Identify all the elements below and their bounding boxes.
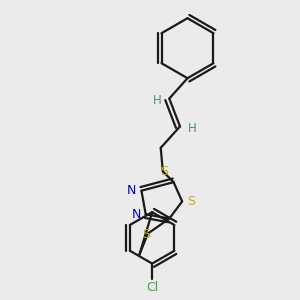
Text: N: N — [127, 184, 136, 197]
Text: N: N — [131, 208, 141, 221]
Text: S: S — [142, 228, 150, 241]
Text: H: H — [153, 94, 162, 107]
Text: S: S — [160, 165, 168, 178]
Text: H: H — [188, 122, 196, 135]
Text: S: S — [187, 195, 195, 208]
Text: Cl: Cl — [146, 280, 158, 294]
